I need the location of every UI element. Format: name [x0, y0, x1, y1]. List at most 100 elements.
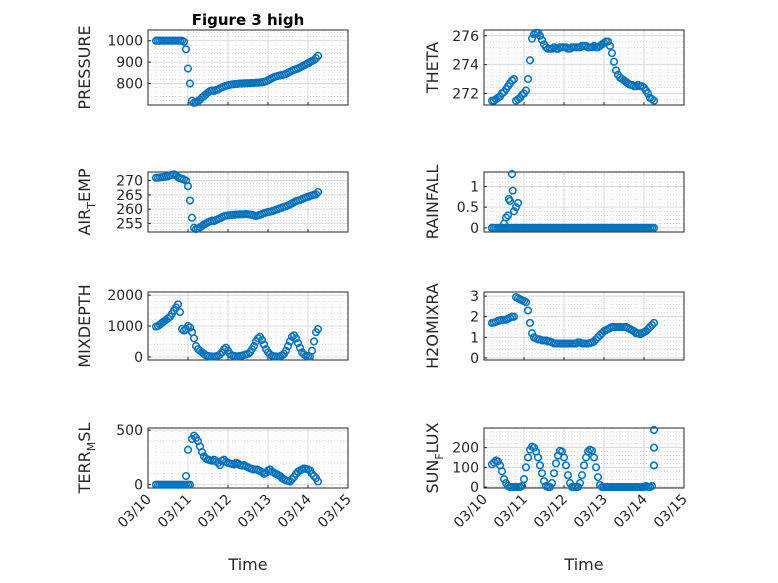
y-tick-label: 100	[452, 460, 479, 476]
data-point	[505, 196, 515, 206]
data-point	[183, 64, 193, 73]
y-tick-label: 1000	[107, 34, 143, 50]
data-point	[609, 57, 619, 66]
data-point	[177, 325, 187, 334]
y-axis-label: SUNFLUX	[423, 422, 446, 493]
y-tick-label: 500	[116, 423, 143, 439]
axes-frame	[483, 29, 685, 106]
data-point	[535, 31, 545, 40]
data-point	[173, 300, 183, 309]
data-point	[293, 338, 303, 348]
subplot-h2omixra: 0 1 2 3 H2OMIXRA	[423, 283, 685, 369]
y-tick-label: 1	[470, 330, 479, 346]
y-tick-label: 270	[116, 174, 143, 190]
axes-frame	[147, 171, 349, 233]
y-axis-label: RAINFALL	[423, 165, 442, 240]
data-point	[277, 351, 287, 360]
data-point	[561, 461, 571, 470]
y-tick-label: 0.5	[457, 200, 479, 216]
data-point	[163, 314, 173, 323]
data-point	[519, 475, 529, 484]
data-point	[295, 343, 305, 352]
data-point	[523, 306, 533, 315]
data-point	[179, 37, 189, 46]
data-point	[287, 332, 297, 341]
data-point	[523, 453, 533, 462]
data-point	[545, 482, 555, 492]
data-point	[313, 325, 323, 334]
data-point	[579, 461, 589, 470]
axes-frame	[483, 171, 685, 233]
y-tick-label: 0	[470, 480, 479, 496]
data-point	[509, 207, 519, 216]
data-point	[535, 461, 545, 470]
data-point	[517, 481, 527, 491]
data-point	[589, 453, 599, 462]
data-point	[559, 453, 569, 462]
data-point	[309, 471, 319, 481]
data-point	[643, 325, 653, 334]
subplot-terr-msl: 0 500 03/10 03/11 03/12 03/13 03/14 03/15 Time TE…	[75, 423, 355, 574]
data-point	[183, 321, 193, 331]
data-point	[183, 182, 193, 191]
axes-frame	[147, 29, 349, 106]
y-tick-label: 3	[470, 289, 479, 305]
series-markers	[151, 431, 323, 489]
y-tick-label: 265	[116, 188, 143, 204]
y-axis-label: H2OMIXRA	[423, 283, 442, 369]
data-point	[501, 213, 511, 222]
data-point	[197, 447, 207, 457]
data-point	[291, 334, 301, 343]
y-tick-label: 900	[116, 55, 143, 71]
y-tick-label: 0	[470, 221, 479, 237]
data-point	[641, 327, 651, 336]
data-point	[189, 431, 199, 440]
data-point	[497, 467, 507, 476]
y-axis-label: MIXDEPTH	[75, 284, 94, 367]
data-point	[527, 34, 537, 43]
data-point	[259, 340, 269, 349]
data-point	[521, 463, 531, 472]
data-point	[285, 477, 295, 486]
series-markers	[151, 36, 323, 107]
data-point	[313, 477, 323, 486]
data-point	[307, 346, 317, 355]
y-tick-label: 200	[452, 441, 479, 457]
plot-area	[483, 291, 685, 361]
data-point	[309, 337, 319, 346]
data-point	[185, 196, 195, 205]
data-point	[187, 213, 197, 222]
data-point	[533, 453, 543, 462]
y-tick-label: 260	[116, 202, 143, 218]
subplot-theta: 272 274 276 THETA	[423, 29, 685, 106]
x-tick-label: 03/14	[611, 491, 651, 531]
data-point	[589, 337, 599, 346]
data-point	[527, 329, 537, 338]
data-point	[175, 308, 185, 317]
y-tick-label: 272	[452, 86, 479, 102]
data-point	[181, 45, 191, 54]
data-point	[591, 463, 601, 472]
data-point	[243, 349, 253, 358]
data-point	[249, 342, 259, 351]
data-point	[183, 445, 193, 454]
x-tick-label: 03/15	[651, 492, 691, 532]
y-tick-label: 1000	[107, 319, 143, 335]
data-point	[643, 89, 653, 98]
data-point	[603, 37, 613, 46]
x-tick-label: 03/13	[235, 492, 275, 532]
data-point	[539, 477, 549, 486]
data-point	[547, 479, 557, 488]
subplot-sun-flux: 0 100 200 03/10 03/11 03/12 03/13 03/14 03/15 Tim…	[423, 422, 691, 574]
data-point	[649, 318, 659, 327]
y-tick-label: 255	[116, 216, 143, 232]
series-markers	[487, 170, 659, 232]
figure-title: Figure 3 high	[192, 11, 305, 29]
data-point	[253, 334, 263, 343]
x-tick-label: 03/15	[315, 492, 355, 532]
axes-frame	[147, 427, 349, 489]
data-point	[525, 318, 535, 327]
data-point	[605, 41, 615, 50]
y-tick-label: 274	[452, 58, 479, 74]
